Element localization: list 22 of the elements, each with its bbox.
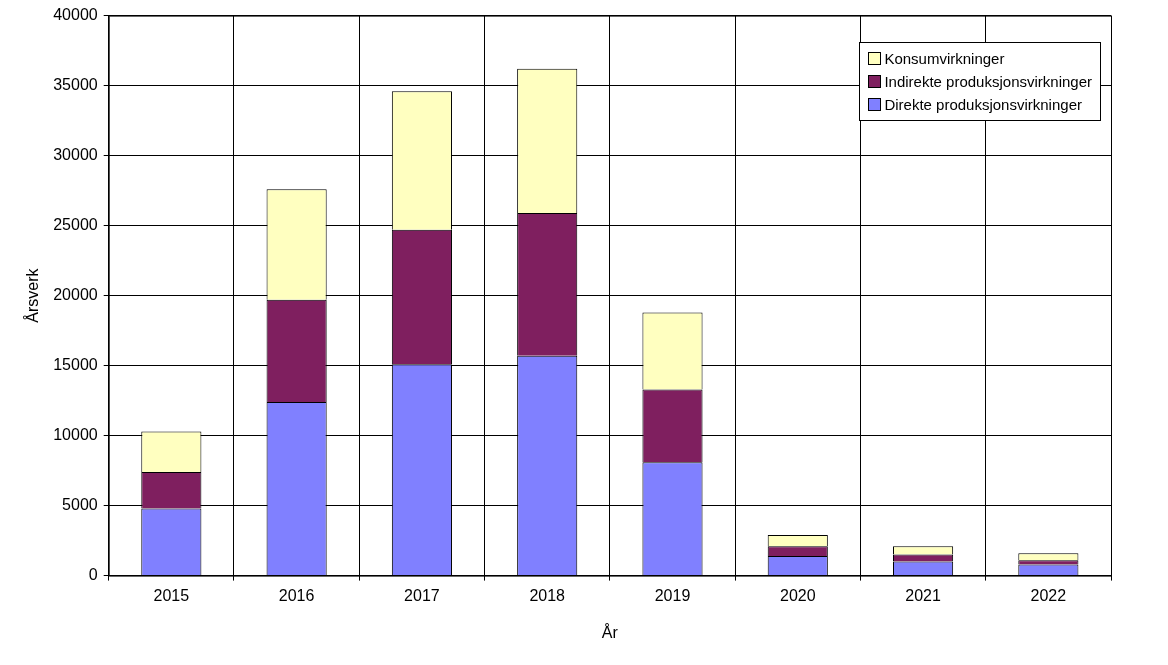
legend-label: Indirekte produksjonsvirkninger (884, 71, 1092, 92)
x-tick-label: 2016 (278, 586, 315, 604)
x-tick-label: 2015 (153, 586, 190, 604)
y-tick-label: 10000 (53, 426, 98, 444)
y-axis-title: Årsverk (23, 267, 42, 323)
x-tick-label: 2022 (1030, 586, 1067, 604)
x-tick-label: 2018 (529, 586, 566, 604)
y-tick-label: 15000 (53, 356, 98, 374)
y-tick-label: 35000 (53, 76, 98, 94)
x-tick-label: 2017 (404, 586, 440, 604)
x-tick-label: 2021 (905, 586, 941, 604)
legend-label: Konsumvirkninger (884, 48, 1005, 69)
y-tick-label: 25000 (53, 216, 98, 234)
x-tick-label: 2019 (654, 586, 691, 604)
x-tick-label: 2020 (779, 586, 816, 604)
legend-label: Direkte produksjonsvirkninger (884, 94, 1082, 115)
y-tick-label: 40000 (53, 6, 98, 24)
y-tick-label: 20000 (53, 286, 98, 304)
x-axis-title: År (601, 622, 619, 641)
y-tick-label: 30000 (53, 146, 98, 164)
y-tick-label: 5000 (62, 496, 98, 514)
y-tick-label: 0 (88, 566, 98, 584)
